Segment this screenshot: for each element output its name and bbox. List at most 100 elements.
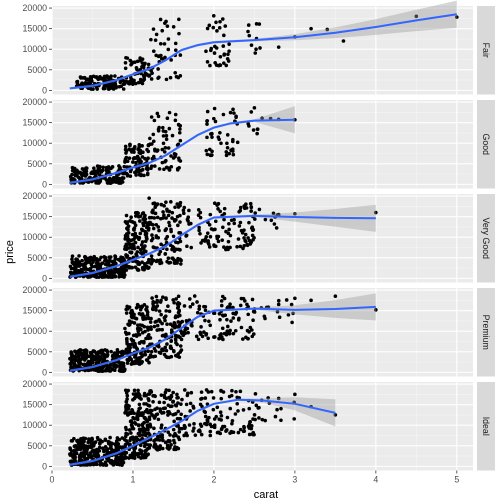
data-point — [173, 323, 178, 328]
data-point — [169, 328, 174, 332]
data-point — [203, 414, 208, 419]
data-point — [213, 227, 217, 232]
smooth-line — [69, 214, 376, 278]
data-point — [167, 223, 172, 228]
data-point — [189, 221, 193, 226]
data-point — [80, 258, 84, 263]
data-point — [132, 246, 137, 251]
data-point — [247, 432, 252, 437]
data-point — [96, 448, 101, 453]
data-point — [208, 433, 213, 438]
data-point — [129, 308, 134, 313]
data-point — [124, 171, 129, 176]
data-point — [260, 116, 264, 120]
data-point — [139, 227, 144, 232]
data-point — [133, 452, 137, 457]
data-point — [76, 83, 81, 87]
data-point — [123, 350, 128, 354]
data-point — [205, 231, 210, 235]
data-point — [224, 63, 229, 68]
data-point — [309, 298, 313, 303]
facet-strip — [477, 382, 495, 471]
data-point — [132, 221, 137, 225]
data-point — [218, 317, 222, 322]
data-point — [341, 39, 346, 43]
data-point — [124, 407, 128, 411]
data-point — [257, 416, 261, 420]
data-point — [109, 178, 114, 182]
data-point — [94, 181, 98, 185]
data-point — [246, 312, 251, 317]
data-point — [222, 33, 226, 38]
points-group — [74, 13, 459, 91]
data-point — [131, 415, 135, 420]
points-group — [68, 196, 378, 279]
data-point — [238, 208, 243, 213]
data-point — [137, 427, 142, 432]
data-point — [140, 436, 145, 441]
data-point — [205, 26, 210, 31]
data-point — [252, 310, 257, 314]
data-point — [93, 264, 97, 269]
data-point — [104, 165, 109, 170]
data-point — [159, 393, 164, 397]
data-point — [191, 429, 195, 433]
data-point — [262, 314, 267, 319]
data-point — [163, 406, 168, 410]
data-point — [217, 312, 222, 316]
data-point — [103, 438, 108, 442]
data-point — [221, 390, 226, 394]
data-point — [227, 331, 232, 336]
data-point — [139, 456, 143, 460]
data-point — [131, 426, 136, 431]
data-point — [222, 206, 227, 211]
data-point — [176, 223, 180, 228]
data-point — [129, 63, 133, 67]
data-point — [88, 275, 92, 279]
data-point — [212, 417, 217, 421]
data-point — [74, 459, 78, 464]
data-point — [159, 298, 163, 303]
data-point — [71, 358, 76, 362]
data-point — [167, 220, 171, 225]
data-point — [151, 27, 156, 31]
data-point — [129, 250, 134, 255]
y-tick-label: 15000 — [23, 306, 48, 316]
data-point — [176, 409, 181, 414]
data-point — [81, 353, 85, 358]
data-point — [153, 148, 157, 153]
data-point — [175, 306, 180, 310]
data-point — [147, 325, 152, 330]
data-point — [198, 215, 203, 220]
data-point — [92, 449, 97, 454]
y-tick-label: 0 — [42, 461, 47, 471]
data-point — [172, 412, 177, 417]
data-point — [251, 318, 255, 323]
data-point — [236, 409, 240, 413]
data-point — [110, 367, 115, 371]
data-point — [132, 345, 136, 349]
data-point — [134, 393, 138, 397]
data-point — [81, 171, 85, 175]
data-point — [145, 260, 150, 265]
data-point — [75, 169, 80, 173]
y-tick-label: 10000 — [23, 232, 48, 242]
data-point — [205, 152, 210, 157]
data-point — [143, 416, 147, 421]
data-point — [184, 402, 189, 407]
data-point — [255, 127, 260, 131]
data-point — [108, 258, 112, 263]
data-point — [153, 407, 157, 412]
data-point — [242, 429, 247, 433]
data-point — [88, 74, 93, 79]
data-point — [226, 52, 230, 57]
data-point — [107, 363, 112, 368]
facet-panel-good: 0 5000 10000 15000 20000 Good — [23, 97, 495, 189]
data-point — [173, 48, 178, 52]
data-point — [166, 430, 171, 434]
data-point — [205, 118, 210, 123]
data-point — [125, 225, 130, 230]
data-point — [180, 426, 184, 431]
data-point — [117, 84, 122, 89]
data-point — [129, 362, 134, 366]
